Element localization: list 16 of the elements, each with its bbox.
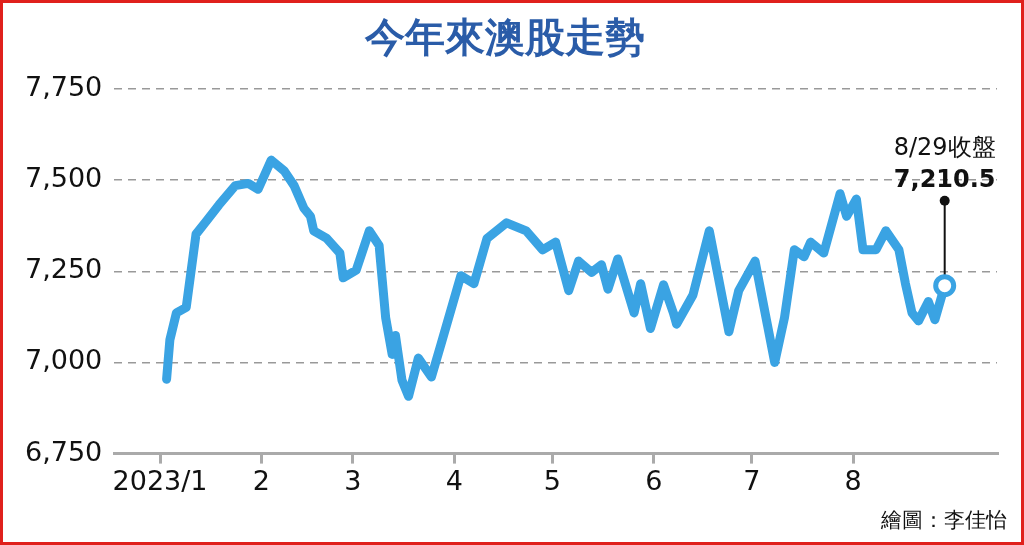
text: 繪圖：李佳怡 <box>880 507 1007 532</box>
x-tick-label: 2 <box>252 464 271 496</box>
x-tick-label: 6 <box>645 464 663 496</box>
x-tick-label: 5 <box>543 464 561 496</box>
x-tick-label: 2023/1 <box>112 464 208 496</box>
x-tick-label: 3 <box>344 464 362 496</box>
chart-title: 今年來澳股走勢 <box>364 14 645 61</box>
x-tick-label: 8 <box>844 464 862 496</box>
x-tick-label: 7 <box>743 464 761 496</box>
annotation: 8/29收盤 7,210.5 <box>893 132 996 193</box>
x-tick-label: 4 <box>445 464 463 496</box>
y-tick-label: 7,500 <box>25 162 103 194</box>
y-tick-label: 7,250 <box>25 253 103 285</box>
y-tick-label: 6,750 <box>25 435 103 467</box>
y-tick-label: 7,000 <box>25 344 103 376</box>
y-tick-label: 7,750 <box>25 71 103 103</box>
